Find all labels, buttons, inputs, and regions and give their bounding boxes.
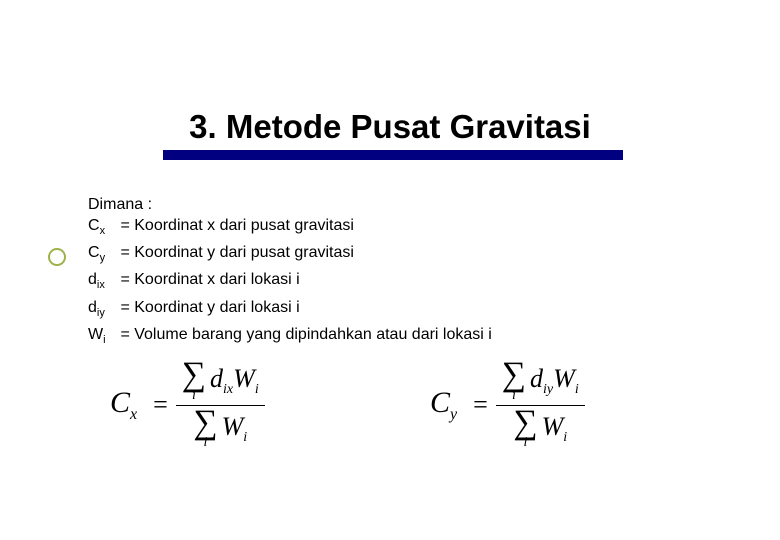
definition-desc: = Koordinat x dari pusat gravitasi <box>120 217 353 234</box>
equals-sign: = <box>465 390 496 420</box>
definition-symbol: Wi <box>88 324 116 351</box>
numerator: ∑ i diyWi <box>496 358 585 405</box>
fraction: ∑ i dixWi ∑ i Wi <box>176 358 265 452</box>
definition-row: dix = Koordinat x dari lokasi i <box>88 269 492 296</box>
bullet-icon <box>48 248 66 266</box>
definition-row: Wi = Volume barang yang dipindahkan atau… <box>88 324 492 351</box>
definition-symbol: dix <box>88 269 116 296</box>
definition-desc: = Koordinat y dari lokasi i <box>120 299 299 316</box>
sigma-icon: ∑ i <box>513 408 541 451</box>
denominator: ∑ i Wi <box>187 406 253 453</box>
denominator: ∑ i Wi <box>507 406 573 453</box>
definition-desc: = Volume barang yang dipindahkan atau da… <box>120 326 491 343</box>
formulas-block: Cx = ∑ i dixWi ∑ i Wi <box>100 358 700 498</box>
denominator-term: Wi <box>222 412 248 446</box>
formula-cx: Cx = ∑ i dixWi ∑ i Wi <box>110 358 265 452</box>
slide: 3. Metode Pusat Gravitasi Dimana : Cx = … <box>0 0 780 540</box>
title-wrap: 3. Metode Pusat Gravitasi <box>0 108 780 146</box>
sigma-icon: ∑ i <box>502 360 530 403</box>
title-underline <box>163 150 623 160</box>
equals-sign: = <box>145 390 176 420</box>
sigma-icon: ∑ i <box>193 408 221 451</box>
formula-cy: Cy = ∑ i diyWi ∑ i Wi <box>430 358 585 452</box>
definition-desc: = Koordinat y dari pusat gravitasi <box>120 244 353 261</box>
denominator-term: Wi <box>542 412 568 446</box>
numerator-term: dixWi <box>210 364 259 398</box>
definition-symbol: diy <box>88 297 116 324</box>
page-title: 3. Metode Pusat Gravitasi <box>189 108 591 146</box>
numerator-term: diyWi <box>530 364 579 398</box>
formula-lhs: Cx <box>110 386 145 424</box>
numerator: ∑ i dixWi <box>176 358 265 405</box>
definition-symbol: Cy <box>88 242 116 269</box>
definitions-heading: Dimana : <box>88 194 492 215</box>
definitions-block: Dimana : Cx = Koordinat x dari pusat gra… <box>88 194 492 351</box>
definition-row: diy = Koordinat y dari lokasi i <box>88 297 492 324</box>
definition-row: Cy = Koordinat y dari pusat gravitasi <box>88 242 492 269</box>
fraction: ∑ i diyWi ∑ i Wi <box>496 358 585 452</box>
definition-row: Cx = Koordinat x dari pusat gravitasi <box>88 215 492 242</box>
definition-symbol: Cx <box>88 215 116 242</box>
definition-desc: = Koordinat x dari lokasi i <box>120 271 299 288</box>
formula-lhs: Cy <box>430 386 465 424</box>
sigma-icon: ∑ i <box>182 360 210 403</box>
